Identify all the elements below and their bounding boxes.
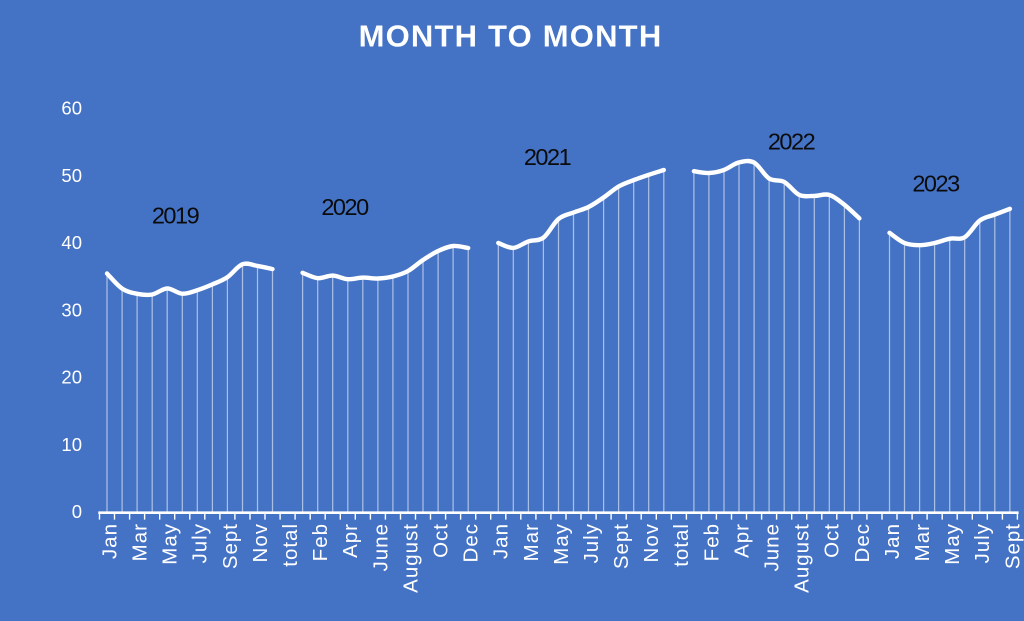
- svg-text:Apr: Apr: [339, 523, 362, 558]
- svg-text:50: 50: [61, 165, 82, 186]
- svg-text:total: total: [279, 523, 302, 567]
- svg-text:total: total: [670, 523, 693, 567]
- svg-text:20: 20: [61, 367, 82, 388]
- svg-text:Apr: Apr: [730, 523, 753, 558]
- svg-text:Jan: Jan: [98, 523, 121, 559]
- svg-text:2023: 2023: [912, 171, 960, 197]
- svg-text:Feb: Feb: [309, 523, 332, 561]
- svg-text:August: August: [399, 523, 422, 593]
- svg-text:Feb: Feb: [700, 523, 723, 561]
- svg-text:July: July: [971, 523, 994, 563]
- svg-text:Nov: Nov: [249, 523, 272, 562]
- svg-text:2021: 2021: [524, 144, 571, 170]
- svg-text:Jan: Jan: [881, 523, 904, 559]
- svg-text:Sept: Sept: [1001, 523, 1024, 569]
- svg-text:May: May: [941, 523, 964, 565]
- svg-text:Dec: Dec: [460, 523, 483, 562]
- svg-text:10: 10: [61, 434, 82, 455]
- svg-text:Nov: Nov: [640, 523, 663, 562]
- svg-text:Oct: Oct: [821, 523, 844, 558]
- svg-text:Jan: Jan: [490, 523, 513, 559]
- svg-text:Sept: Sept: [610, 523, 633, 569]
- svg-text:2020: 2020: [321, 194, 369, 220]
- svg-text:August: August: [791, 523, 814, 593]
- svg-text:July: July: [580, 523, 603, 563]
- svg-text:June: June: [369, 523, 392, 571]
- svg-text:July: July: [189, 523, 212, 563]
- svg-text:Mar: Mar: [911, 523, 934, 561]
- svg-text:May: May: [159, 523, 182, 565]
- svg-text:June: June: [761, 523, 784, 571]
- svg-text:60: 60: [61, 98, 82, 119]
- svg-text:Mar: Mar: [129, 523, 152, 561]
- svg-text:Sept: Sept: [219, 523, 242, 569]
- svg-text:2022: 2022: [768, 129, 815, 155]
- svg-text:0: 0: [72, 501, 82, 522]
- svg-text:40: 40: [61, 232, 82, 253]
- svg-text:Oct: Oct: [430, 523, 453, 558]
- svg-text:2019: 2019: [152, 202, 199, 228]
- svg-text:Dec: Dec: [851, 523, 874, 562]
- svg-text:30: 30: [61, 299, 82, 320]
- svg-text:MONTH TO MONTH: MONTH TO MONTH: [359, 19, 663, 54]
- svg-text:Mar: Mar: [520, 523, 543, 561]
- svg-text:May: May: [550, 523, 573, 565]
